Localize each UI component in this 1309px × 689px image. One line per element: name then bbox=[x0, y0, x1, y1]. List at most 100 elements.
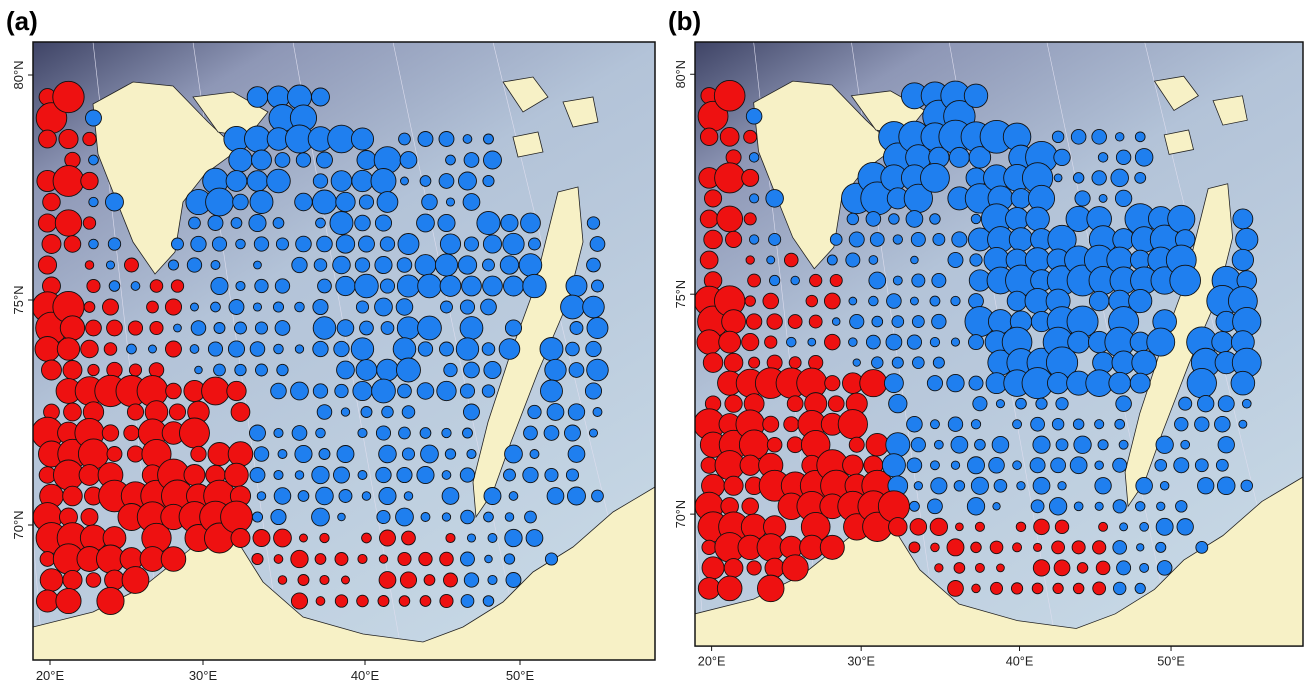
station bbox=[1055, 520, 1068, 533]
y-tick-label: 80°N bbox=[674, 60, 688, 88]
station bbox=[524, 426, 538, 440]
station bbox=[969, 376, 983, 390]
station bbox=[724, 559, 743, 578]
station bbox=[85, 261, 94, 270]
station bbox=[359, 195, 373, 209]
station bbox=[742, 169, 759, 186]
station bbox=[291, 593, 307, 609]
station bbox=[166, 383, 182, 399]
station bbox=[254, 261, 262, 269]
station bbox=[399, 133, 411, 145]
station bbox=[704, 190, 721, 207]
station bbox=[439, 342, 453, 356]
station bbox=[748, 274, 761, 287]
station bbox=[295, 345, 303, 353]
station bbox=[951, 338, 959, 346]
station bbox=[878, 491, 909, 522]
station bbox=[378, 596, 389, 607]
station bbox=[1095, 461, 1104, 470]
station bbox=[912, 357, 924, 369]
station bbox=[38, 214, 56, 232]
station bbox=[1073, 173, 1084, 184]
station bbox=[376, 426, 390, 440]
station bbox=[313, 299, 328, 314]
station bbox=[252, 553, 263, 564]
station bbox=[40, 569, 63, 592]
station bbox=[970, 254, 982, 266]
station bbox=[1115, 190, 1131, 206]
station bbox=[1013, 420, 1022, 429]
station bbox=[1051, 458, 1066, 473]
station bbox=[251, 150, 271, 170]
station bbox=[313, 384, 327, 398]
station bbox=[1013, 461, 1022, 470]
station bbox=[440, 276, 461, 297]
station bbox=[1017, 482, 1025, 490]
station bbox=[907, 416, 923, 432]
station bbox=[150, 321, 163, 334]
station bbox=[161, 547, 186, 572]
station bbox=[233, 194, 249, 210]
station bbox=[462, 276, 482, 296]
station bbox=[357, 595, 369, 607]
station bbox=[1156, 436, 1173, 453]
station bbox=[488, 534, 497, 543]
station bbox=[421, 513, 430, 522]
station bbox=[127, 404, 143, 420]
station bbox=[1068, 331, 1090, 353]
station bbox=[107, 447, 122, 462]
station bbox=[1074, 502, 1083, 511]
station bbox=[1098, 440, 1108, 450]
station bbox=[312, 190, 336, 214]
station bbox=[587, 359, 609, 381]
station bbox=[79, 465, 100, 486]
station bbox=[746, 314, 761, 329]
station bbox=[254, 447, 269, 462]
station bbox=[886, 334, 902, 350]
station bbox=[1092, 171, 1106, 185]
station bbox=[702, 540, 716, 554]
station bbox=[274, 529, 292, 547]
station bbox=[467, 449, 476, 458]
station bbox=[547, 404, 564, 421]
station bbox=[1006, 207, 1029, 230]
station bbox=[994, 479, 1007, 492]
station bbox=[719, 331, 741, 353]
station bbox=[483, 175, 494, 186]
station bbox=[320, 575, 329, 584]
station bbox=[358, 554, 367, 563]
station bbox=[990, 582, 1002, 594]
station bbox=[456, 338, 478, 360]
station bbox=[566, 342, 580, 356]
station bbox=[545, 468, 558, 481]
station bbox=[504, 554, 514, 564]
station bbox=[312, 508, 330, 526]
station bbox=[523, 467, 538, 482]
station bbox=[788, 315, 802, 329]
station bbox=[1242, 399, 1251, 408]
station bbox=[229, 148, 252, 171]
station bbox=[1155, 459, 1167, 471]
station bbox=[313, 317, 336, 340]
station bbox=[973, 397, 987, 411]
station bbox=[1135, 149, 1153, 167]
station bbox=[380, 279, 394, 293]
station bbox=[417, 466, 434, 483]
station bbox=[1074, 436, 1091, 453]
station bbox=[1092, 129, 1107, 144]
station bbox=[971, 420, 980, 429]
station bbox=[147, 301, 159, 313]
station bbox=[1181, 440, 1190, 449]
station bbox=[1054, 149, 1070, 165]
station bbox=[255, 322, 267, 334]
station bbox=[849, 338, 858, 347]
station bbox=[379, 445, 397, 463]
station bbox=[250, 191, 273, 214]
station bbox=[312, 466, 329, 483]
station bbox=[698, 578, 720, 600]
station bbox=[1120, 523, 1128, 531]
station bbox=[506, 573, 521, 588]
station bbox=[402, 448, 414, 460]
station bbox=[276, 238, 288, 250]
land bbox=[513, 132, 543, 157]
